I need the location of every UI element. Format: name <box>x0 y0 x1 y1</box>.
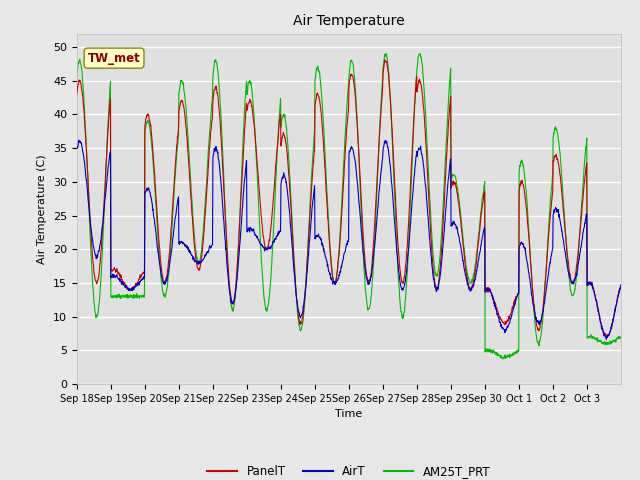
Legend: PanelT, AirT, AM25T_PRT: PanelT, AirT, AM25T_PRT <box>203 461 495 480</box>
Title: Air Temperature: Air Temperature <box>293 14 404 28</box>
Text: TW_met: TW_met <box>88 52 140 65</box>
Y-axis label: Air Temperature (C): Air Temperature (C) <box>37 154 47 264</box>
X-axis label: Time: Time <box>335 409 362 419</box>
